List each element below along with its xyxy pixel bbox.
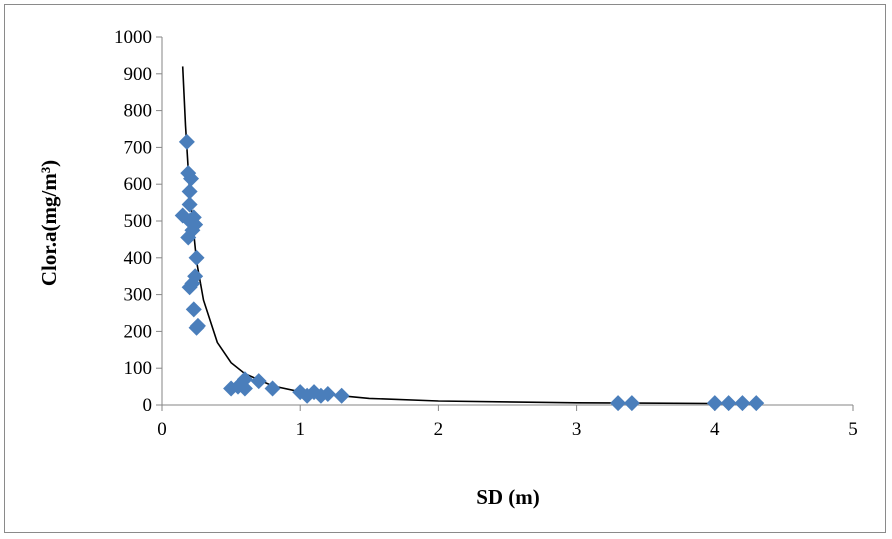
x-tick-label: 1 xyxy=(295,419,305,440)
data-point xyxy=(181,279,198,296)
data-point xyxy=(250,373,267,390)
x-tick-label: 3 xyxy=(572,419,582,440)
data-point xyxy=(181,196,198,213)
data-point xyxy=(236,371,253,388)
data-point xyxy=(748,395,765,412)
data-point xyxy=(720,395,737,412)
data-point xyxy=(188,319,205,336)
data-points xyxy=(174,133,765,412)
y-tick-label: 1000 xyxy=(114,27,152,48)
x-tick-label: 0 xyxy=(157,419,167,440)
data-point xyxy=(180,229,197,246)
x-tick-label: 4 xyxy=(710,419,720,440)
y-tick-label: 800 xyxy=(124,101,153,122)
x-axis-ticks: 0 1 2 3 4 5 xyxy=(157,405,858,440)
y-tick-label: 300 xyxy=(124,285,153,306)
data-point xyxy=(236,380,253,397)
data-point xyxy=(623,395,640,412)
y-tick-label: 100 xyxy=(124,358,153,379)
x-tick-label: 2 xyxy=(434,419,444,440)
y-tick-label: 600 xyxy=(124,174,153,195)
data-point xyxy=(706,395,723,412)
x-tick-label: 5 xyxy=(848,419,858,440)
data-point xyxy=(319,385,336,402)
data-point xyxy=(264,380,281,397)
y-tick-label: 700 xyxy=(124,137,153,158)
data-point xyxy=(610,395,627,412)
axes xyxy=(161,37,853,406)
x-axis-title: SD (m) xyxy=(476,485,540,509)
trendline xyxy=(181,66,757,405)
data-point xyxy=(185,301,202,318)
y-axis-ticks: 0 100 200 300 400 500 600 700 800 900 1000 xyxy=(114,27,162,416)
y-tick-label: 200 xyxy=(124,321,153,342)
data-point xyxy=(734,395,751,412)
y-tick-label: 400 xyxy=(124,248,153,269)
data-point xyxy=(181,183,198,200)
data-point xyxy=(333,387,350,404)
trendline-group xyxy=(181,66,757,405)
y-tick-label: 900 xyxy=(124,64,153,85)
y-tick-label: 0 xyxy=(143,395,153,416)
y-tick-label: 500 xyxy=(124,211,153,232)
data-point xyxy=(183,170,200,187)
y-axis-title: Clor.a(mg/m³) xyxy=(37,160,61,286)
data-point xyxy=(178,133,195,150)
data-point xyxy=(188,249,205,266)
